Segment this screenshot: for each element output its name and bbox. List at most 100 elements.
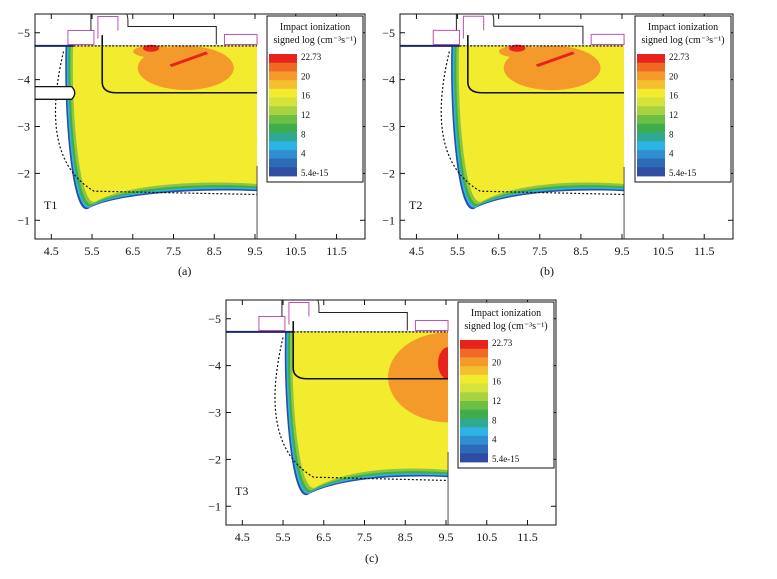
legend-title: Impact ionization (471, 308, 541, 319)
y-tick-label: −3 (382, 120, 395, 134)
y-tick-label: −4 (208, 359, 221, 373)
legend-color-band (460, 401, 488, 411)
device-label: T1 (44, 198, 57, 212)
legend-color-band (460, 409, 488, 419)
y-tick-label: −2 (17, 166, 30, 180)
gate-oxide (258, 315, 286, 331)
legend-level-label: 22.73 (492, 338, 513, 348)
device-label: T2 (409, 198, 422, 212)
drain-contact (590, 33, 625, 45)
legend-color-band (460, 383, 488, 393)
junction-line (101, 35, 258, 94)
x-tick-label: 10.5 (285, 244, 306, 258)
gate-spacer (97, 15, 119, 39)
legend-color-band (269, 149, 297, 159)
x-tick-label: 8.5 (207, 244, 222, 258)
legend-level-label: 22.73 (301, 52, 322, 62)
gate-spacer (462, 15, 485, 39)
legend-color-band (460, 392, 488, 402)
legend-level-label: 4 (301, 149, 306, 159)
legend-color-band (460, 366, 488, 376)
x-tick-label: 9.5 (439, 530, 454, 544)
x-tick-label: 10.5 (653, 244, 674, 258)
device-label: T3 (235, 484, 248, 498)
x-tick-label: 6.5 (316, 530, 331, 544)
depletion-boundary (274, 337, 449, 482)
gate-oxide (432, 29, 460, 45)
legend-units: signed log (cm⁻³s⁻¹) (273, 35, 356, 46)
x-tick-label: 10.5 (476, 530, 497, 544)
legend-color-band (637, 132, 665, 142)
legend-color-band (637, 54, 665, 64)
x-tick-label: 6.5 (491, 244, 506, 258)
y-tick-label: −1 (17, 213, 30, 227)
legend-color-band (637, 158, 665, 168)
legend-level-label: 8 (492, 415, 497, 425)
contour-peak-streak (535, 51, 575, 67)
legend-color-band (460, 340, 488, 350)
x-tick-label: 5.5 (450, 244, 465, 258)
legend-color-band (460, 435, 488, 445)
y-tick-label: −1 (208, 499, 221, 513)
legend-color-band (269, 115, 297, 125)
drain-contact (223, 33, 258, 45)
legend-color-band (460, 357, 488, 367)
x-tick-label: 8.5 (398, 530, 413, 544)
legend-level-label: 4 (669, 149, 674, 159)
legend-color-band (637, 106, 665, 116)
y-tick-label: −3 (17, 120, 30, 134)
x-tick-label: 4.5 (44, 244, 59, 258)
legend-color-band (637, 141, 665, 151)
legend-color-band (637, 123, 665, 133)
drain-contact (414, 319, 449, 331)
x-tick-label: 9.5 (615, 244, 630, 258)
legend-color-band (269, 62, 297, 72)
legend-title: Impact ionization (280, 22, 350, 33)
legend-color-band (269, 132, 297, 142)
legend-units: signed log (cm⁻³s⁻¹) (464, 321, 547, 332)
x-tick-label: 11.5 (326, 244, 347, 258)
legend-color-band (637, 88, 665, 98)
junction-line (467, 35, 625, 94)
x-tick-label: 6.5 (125, 244, 140, 258)
legend-color-band (269, 71, 297, 81)
legend-level-label: 22.73 (669, 52, 690, 62)
y-tick-label: −1 (382, 213, 395, 227)
x-tick-label: 4.5 (409, 244, 424, 258)
x-tick-label: 5.5 (85, 244, 100, 258)
legend-color-band (269, 123, 297, 133)
x-tick-label: 7.5 (166, 244, 181, 258)
x-tick-label: 11.5 (694, 244, 715, 258)
legend-color-band (460, 427, 488, 437)
gate-electrode (455, 14, 584, 45)
y-tick-label: −4 (382, 73, 395, 87)
gate-electrode (90, 14, 217, 45)
y-tick-label: −5 (382, 26, 395, 40)
legend-level-label: 5.4e-15 (492, 454, 520, 464)
x-tick-label: 7.5 (532, 244, 547, 258)
x-tick-label: 4.5 (235, 530, 250, 544)
legend-color-band (269, 141, 297, 151)
gate-electrode (281, 300, 408, 331)
y-tick-label: −5 (17, 26, 30, 40)
legend-level-label: 12 (492, 396, 501, 406)
gate-oxide (67, 29, 95, 45)
x-tick-label: 11.5 (517, 530, 538, 544)
panel-1: 4.5 5.5 6.5 7.5 8.5 9.5 10.5 11.5 −5 −4 −3 −2 −1 T1 Im… (17, 13, 366, 258)
pocket-region (35, 86, 76, 100)
panel-caption-a: (a) (178, 264, 192, 278)
legend-color-band (460, 374, 488, 384)
legend-color-band (637, 80, 665, 90)
legend-title: Impact ionization (648, 22, 718, 33)
depletion-boundary (54, 51, 258, 196)
panel-caption-c: (c) (365, 551, 379, 565)
panel-2: 4.5 5.5 6.5 7.5 8.5 9.5 10.5 11.5 −5 −4 −3 −2 −1 T2 Im… (382, 13, 734, 258)
legend-color-band (269, 158, 297, 168)
y-tick-label: −5 (208, 312, 221, 326)
gate-spacer (288, 301, 310, 325)
legend-color-band (269, 97, 297, 107)
legend-color-band (269, 167, 297, 177)
legend-color-band (637, 62, 665, 72)
